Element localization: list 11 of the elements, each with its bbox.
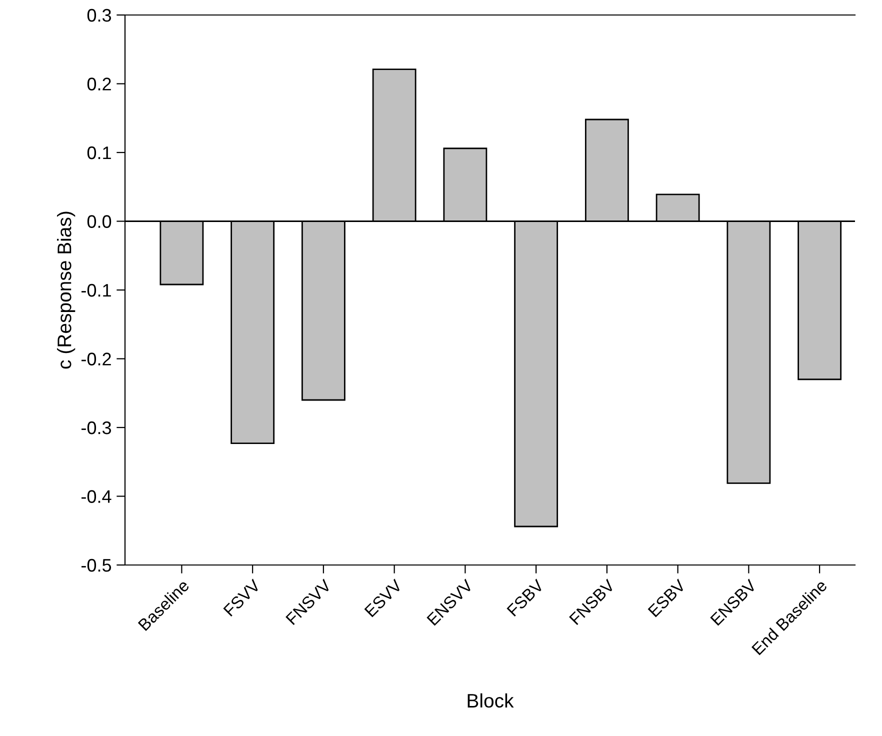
y-tick-label: 0.2 (87, 78, 111, 90)
y-tick-label: 0.3 (87, 8, 112, 22)
y-tick-label: -0.1 (82, 284, 111, 297)
y-tick-label: -0.2 (82, 352, 111, 366)
y-tick-label: -0.3 (82, 421, 112, 434)
y-axis-title: c (Response Bias) (57, 212, 76, 369)
y-tick-label: -0.4 (82, 490, 112, 503)
y-tick-label: 0.1 (87, 146, 111, 160)
x-axis-title: Block (468, 693, 514, 708)
y-tick-label: -0.5 (82, 558, 112, 572)
y-tick-label: 0.0 (87, 215, 112, 228)
